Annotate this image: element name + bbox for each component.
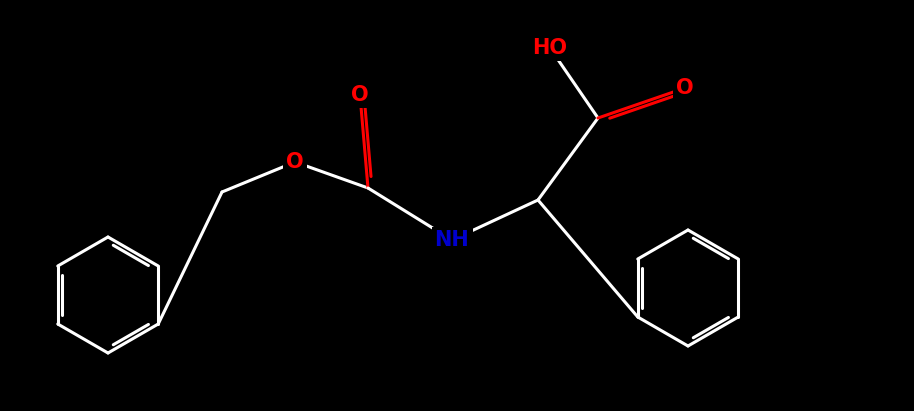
Text: NH: NH bbox=[435, 230, 470, 250]
Text: HO: HO bbox=[533, 38, 568, 58]
Text: O: O bbox=[351, 85, 369, 105]
Text: O: O bbox=[676, 78, 694, 98]
Text: O: O bbox=[286, 152, 303, 172]
